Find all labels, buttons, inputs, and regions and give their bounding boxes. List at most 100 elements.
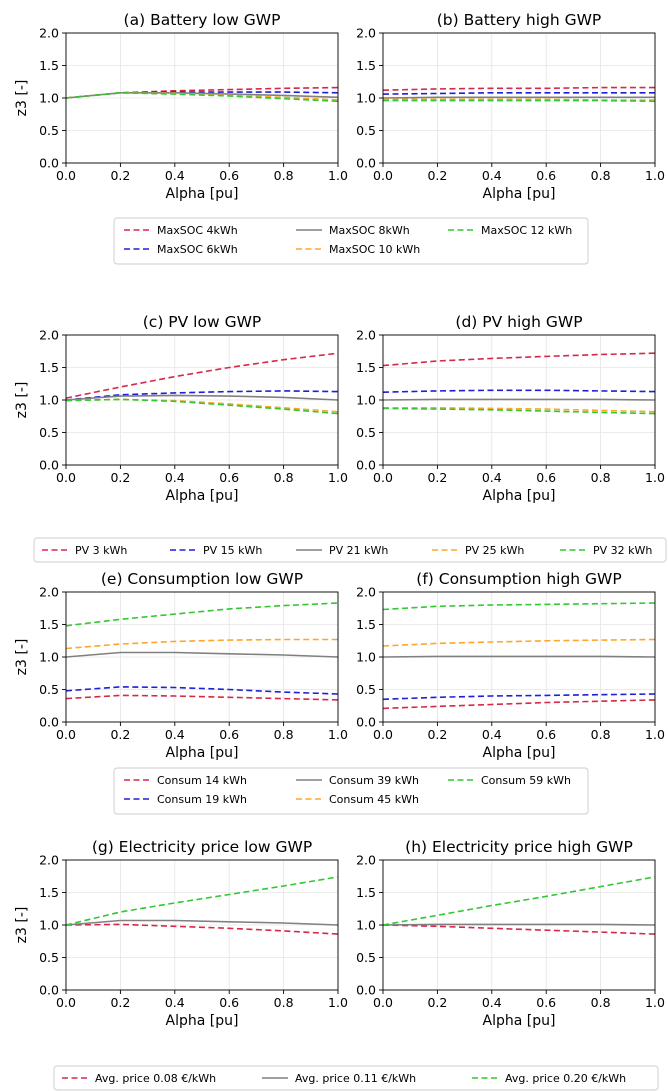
- y-tick-label: 0.5: [356, 123, 376, 138]
- x-tick-label: 0.4: [482, 727, 502, 742]
- subplot-title: (h) Electricity price high GWP: [405, 838, 633, 856]
- series-line-3: [382, 96, 655, 99]
- x-tick-label: 0.2: [110, 727, 130, 742]
- y-tick-label: 1.5: [39, 58, 59, 73]
- y-tick-label: 2.0: [356, 853, 376, 868]
- y-tick-label: 0.5: [39, 950, 59, 965]
- x-tick-label: 0.8: [591, 168, 611, 183]
- subplot-title: (e) Consumption low GWP: [101, 570, 303, 588]
- x-tick-label: 0.2: [427, 995, 447, 1010]
- y-tick-label: 2.0: [356, 328, 376, 343]
- series-line-3: [382, 876, 656, 926]
- x-axis-label: Alpha [pu]: [166, 488, 239, 504]
- y-tick-label: 2.0: [356, 26, 376, 41]
- y-tick-label: 0.0: [39, 156, 59, 171]
- legend-3: Consum 14 kWh Consum 19 kWh Consum 39 kWh C…: [113, 767, 589, 815]
- x-axis-label: Alpha [pu]: [483, 186, 556, 202]
- subplot-title: (c) PV low GWP: [143, 313, 262, 331]
- y-tick-label: 0.0: [356, 458, 376, 473]
- y-tick-label: 0.5: [356, 425, 376, 440]
- x-tick-label: 0.6: [536, 470, 556, 485]
- x-tick-label: 1.0: [328, 995, 348, 1010]
- x-tick-label: 0.4: [165, 727, 185, 742]
- x-tick-label: 0.2: [110, 168, 130, 183]
- y-axis-label: z3 [-]: [14, 80, 30, 117]
- series-line-1: [382, 699, 656, 710]
- x-tick-label: 0.4: [165, 470, 185, 485]
- x-axis-label: Alpha [pu]: [166, 745, 239, 761]
- x-tick-label: 0.8: [274, 727, 294, 742]
- x-tick-label: 0.6: [219, 470, 239, 485]
- subplot-8: 0.0 0.2 0.4 0.6 0.8 1.0 0.0 0.5 1.0 1.5 2.0 (h) Ele…: [356, 838, 665, 1029]
- axes-frame: [382, 591, 656, 723]
- series-line-2: [65, 390, 339, 401]
- series-line-2: [65, 91, 339, 99]
- subplot-title: (d) PV high GWP: [455, 313, 582, 331]
- x-tick-label: 0.6: [536, 168, 556, 183]
- y-tick-label: 1.0: [356, 918, 376, 933]
- legend-label: PV 3 kWh: [75, 544, 127, 557]
- x-axis-label: Alpha [pu]: [166, 1013, 239, 1029]
- legend-box: [33, 537, 667, 563]
- series-line-2: [382, 92, 655, 95]
- axes-frame: [65, 334, 339, 466]
- x-tick-label: 0.8: [591, 727, 611, 742]
- x-axis-label: Alpha [pu]: [483, 1013, 556, 1029]
- x-tick-label: 0.2: [427, 470, 447, 485]
- legend-label: MaxSOC 8kWh: [329, 224, 410, 237]
- legend-label: MaxSOC 6kWh: [157, 243, 238, 256]
- y-tick-label: 1.5: [356, 360, 376, 375]
- subplot-6: 0.0 0.2 0.4 0.6 0.8 1.0 0.0 0.5 1.0 1.5 2.0 (f) Con…: [356, 570, 665, 761]
- x-axis-label: Alpha [pu]: [483, 745, 556, 761]
- legend-1: MaxSOC 4kWh MaxSOC 6kWh MaxSOC 8kWh MaxSOC …: [113, 217, 589, 265]
- legend-label: MaxSOC 10 kWh: [329, 243, 420, 256]
- y-tick-label: 2.0: [39, 585, 59, 600]
- x-tick-label: 1.0: [328, 727, 348, 742]
- x-tick-label: 0.8: [591, 995, 611, 1010]
- series-line-3: [65, 92, 339, 99]
- axes-frame: [382, 32, 656, 164]
- legend-label: Consum 14 kWh: [157, 774, 247, 787]
- y-tick-label: 1.5: [356, 617, 376, 632]
- series-line-4: [383, 98, 655, 101]
- legend-4: Avg. price 0.08 €/kWh Avg. price 0.11 €/k…: [53, 1065, 659, 1091]
- y-tick-label: 1.5: [356, 885, 376, 900]
- x-tick-label: 0.2: [427, 168, 447, 183]
- y-tick-label: 1.5: [356, 58, 376, 73]
- y-tick-label: 1.0: [356, 393, 376, 408]
- x-tick-label: 0.6: [536, 995, 556, 1010]
- x-tick-label: 1.0: [645, 470, 665, 485]
- y-tick-label: 2.0: [356, 585, 376, 600]
- y-tick-label: 0.0: [39, 983, 59, 998]
- legend-label: Avg. price 0.20 €/kWh: [505, 1072, 626, 1085]
- y-tick-label: 2.0: [39, 26, 59, 41]
- y-tick-label: 1.0: [356, 650, 376, 665]
- x-tick-label: 0.8: [274, 470, 294, 485]
- y-tick-label: 2.0: [39, 853, 59, 868]
- subplot-title: (b) Battery high GWP: [437, 11, 602, 29]
- series-line-3: [382, 398, 656, 401]
- axes-frame: [65, 859, 339, 991]
- legend-label: Consum 39 kWh: [329, 774, 419, 787]
- x-tick-label: 1.0: [645, 727, 665, 742]
- y-tick-label: 1.5: [39, 617, 59, 632]
- y-tick-label: 0.5: [39, 682, 59, 697]
- legend-label: Avg. price 0.11 €/kWh: [295, 1072, 416, 1085]
- series-line-3: [382, 655, 656, 658]
- y-tick-label: 1.0: [39, 650, 59, 665]
- x-tick-label: 0.4: [482, 470, 502, 485]
- series-line-4: [65, 398, 339, 413]
- x-tick-label: 0.6: [219, 168, 239, 183]
- y-tick-label: 1.5: [39, 360, 59, 375]
- x-tick-label: 0.8: [274, 995, 294, 1010]
- y-tick-label: 1.0: [39, 393, 59, 408]
- series-line-3: [65, 394, 339, 401]
- series-line-2: [65, 919, 339, 926]
- x-tick-label: 0.0: [373, 995, 393, 1010]
- axes-frame: [382, 859, 656, 991]
- subplot-4: 0.0 0.2 0.4 0.6 0.8 1.0 0.0 0.5 1.0 1.5 2.0 (d) PV …: [356, 313, 665, 504]
- legend-label: PV 32 kWh: [593, 544, 652, 557]
- series-line-1: [65, 86, 339, 99]
- y-tick-label: 0.0: [39, 458, 59, 473]
- series-line-2: [65, 686, 339, 695]
